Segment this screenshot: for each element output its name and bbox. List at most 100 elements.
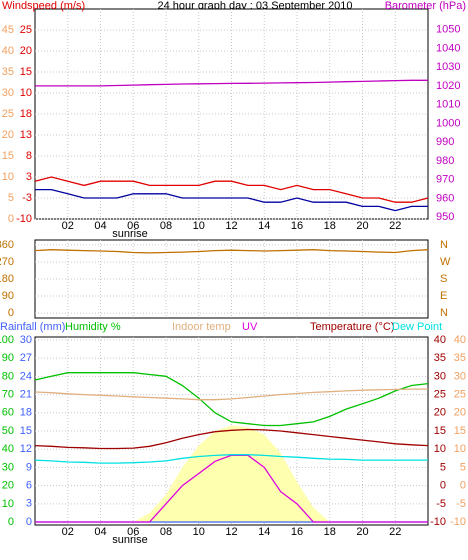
y-tick-label: 10 — [2, 498, 14, 510]
y3-tick-label: 3 — [26, 498, 32, 510]
y-tick-label: 40 — [2, 45, 14, 57]
x-tick-label: 12 — [225, 220, 237, 232]
direction-label: S — [440, 273, 447, 285]
legend-entry: Indoor temp — [172, 321, 231, 333]
y-tick-label: 90 — [2, 352, 14, 364]
series-line — [34, 388, 428, 401]
inner-tick-label: 13 — [20, 129, 32, 141]
inner-tick-label: 8 — [26, 150, 32, 162]
y-tick-label: 90 — [2, 290, 14, 302]
x-tick-label: 04 — [94, 526, 106, 538]
y-tick-label: 35 — [2, 66, 14, 78]
y2-tick-label: 950 — [436, 211, 454, 223]
y2-tick-label: -10 — [430, 516, 446, 528]
y3-tick-label: 12 — [20, 443, 32, 455]
y-tick-label: 40 — [2, 443, 14, 455]
y2-tick-label: 25 — [454, 388, 466, 400]
y2-tick-label: 10 — [434, 443, 446, 455]
legend-entry: Temperature (°C) — [310, 321, 394, 333]
y2-tick-label: 35 — [434, 352, 446, 364]
y-tick-label: 30 — [2, 87, 14, 99]
series-line — [34, 372, 429, 427]
y-tick-label: 50 — [2, 425, 14, 437]
y2-tick-label: 5 — [440, 461, 446, 473]
y2-tick-label: 1040 — [436, 42, 460, 54]
y-tick-label: 0 — [8, 516, 14, 528]
y2-tick-label: -5 — [436, 498, 446, 510]
series-line — [35, 188, 428, 212]
x-tick-label: 08 — [160, 526, 172, 538]
direction-label: N — [440, 239, 448, 251]
y3-tick-label: 18 — [20, 407, 32, 419]
x-tick-label: 02 — [62, 526, 74, 538]
x-tick-label: 20 — [356, 526, 368, 538]
y-tick-label: 5 — [8, 192, 14, 204]
y-tick-label: 180 — [0, 273, 14, 285]
y2-tick-label: 1010 — [436, 99, 460, 111]
inner-tick-label: 10 — [20, 87, 32, 99]
series-line — [35, 79, 428, 87]
y2-tick-label: 1050 — [436, 24, 460, 36]
legend-entry: Dew Point — [392, 321, 442, 333]
legend-entry: UV — [242, 321, 258, 333]
inner-tick-label: 18 — [20, 108, 32, 120]
y2-tick-label: 20 — [454, 407, 466, 419]
y-tick-label: 15 — [2, 150, 14, 162]
x-tick-label: 20 — [356, 220, 368, 232]
y2-tick-label: 30 — [454, 370, 466, 382]
x-tick-label: 06 — [127, 220, 139, 232]
y-tick-label: 20 — [2, 129, 14, 141]
inner-tick-label: -3 — [22, 192, 32, 204]
y-tick-label: 25 — [2, 108, 14, 120]
y2-tick-label: 15 — [454, 425, 466, 437]
y-tick-label: 80 — [2, 370, 14, 382]
inner-tick-label: 25 — [20, 24, 32, 36]
y3-tick-label: 27 — [20, 352, 32, 364]
y2-tick-label: 35 — [454, 352, 466, 364]
y2-tick-label: 960 — [436, 192, 454, 204]
y2-tick-label: 25 — [434, 388, 446, 400]
legend-entry: Rainfall (mm) — [0, 321, 65, 333]
y2-tick-label: 1020 — [436, 80, 460, 92]
y-tick-label: 30 — [2, 461, 14, 473]
x-tick-label: 06 — [127, 526, 139, 538]
y2-tick-label: 40 — [454, 334, 466, 346]
y2-tick-label: 15 — [434, 425, 446, 437]
series-line — [34, 176, 429, 203]
y3-tick-label: 21 — [20, 389, 32, 401]
x-tick-label: 10 — [193, 220, 205, 232]
y-tick-label: 20 — [2, 480, 14, 492]
x-tick-label: 22 — [389, 220, 401, 232]
y-tick-label: 100 — [0, 334, 14, 346]
x-tick-label: 16 — [291, 220, 303, 232]
chart-title: 24 hour graph day : 03 September 2010 — [157, 0, 352, 12]
direction-label: N — [440, 307, 448, 319]
x-tick-label: 08 — [160, 220, 172, 232]
y2-tick-label: -5 — [456, 498, 466, 510]
area — [35, 425, 428, 523]
inner-tick-label: -10 — [16, 213, 32, 225]
y2-tick-label: 0 — [440, 480, 446, 492]
y2-tick-label: 40 — [434, 334, 446, 346]
sunrise-label: sunrise — [112, 534, 147, 546]
y2-tick-label: 1030 — [436, 61, 460, 73]
y2-tick-label: -10 — [450, 516, 466, 528]
y2-tick-label: 5 — [460, 461, 466, 473]
series-line — [34, 249, 429, 254]
legend-entry: Barometer (hPa) — [385, 0, 466, 12]
direction-label: E — [440, 290, 447, 302]
x-tick-label: 12 — [225, 526, 237, 538]
x-tick-label: 16 — [291, 526, 303, 538]
y2-tick-label: 30 — [434, 370, 446, 382]
series-line — [34, 454, 428, 464]
y-tick-label: 45 — [2, 24, 14, 36]
y2-tick-label: 20 — [434, 407, 446, 419]
y-tick-label: 10 — [2, 171, 14, 183]
x-tick-label: 14 — [258, 220, 270, 232]
y-tick-label: 0 — [8, 307, 14, 319]
y-tick-label: 0 — [8, 213, 14, 225]
y2-tick-label: 970 — [436, 174, 454, 186]
y-tick-label: 270 — [0, 256, 14, 268]
series-line — [34, 428, 429, 450]
